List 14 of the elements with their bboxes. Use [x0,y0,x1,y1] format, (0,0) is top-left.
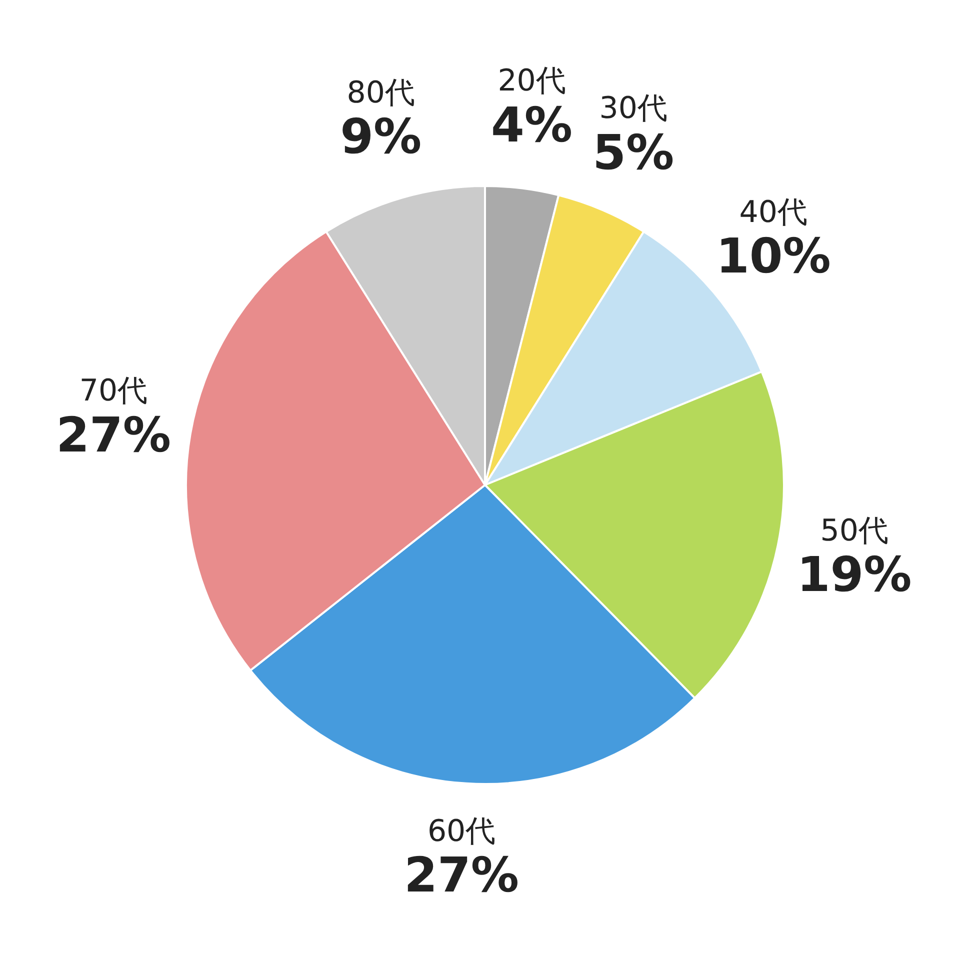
data-label: 5% [592,124,674,181]
slice-label: 30代 [599,91,668,126]
slice-label: 70代 [79,374,148,409]
slice-label: 40代 [739,194,808,230]
slice-label: 20代 [498,64,566,99]
data-label: 10% [716,228,831,285]
data-label: 27% [56,407,171,464]
slice-label: 60代 [427,814,496,850]
data-label: 9% [340,109,422,166]
slice-label: 80代 [346,75,415,110]
data-label: 19% [796,547,912,604]
data-label: 27% [404,848,520,904]
slice-label: 50代 [820,514,888,548]
data-label: 4% [491,97,573,154]
